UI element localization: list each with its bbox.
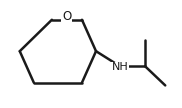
Text: O: O <box>62 10 72 23</box>
Text: NH: NH <box>112 62 128 72</box>
